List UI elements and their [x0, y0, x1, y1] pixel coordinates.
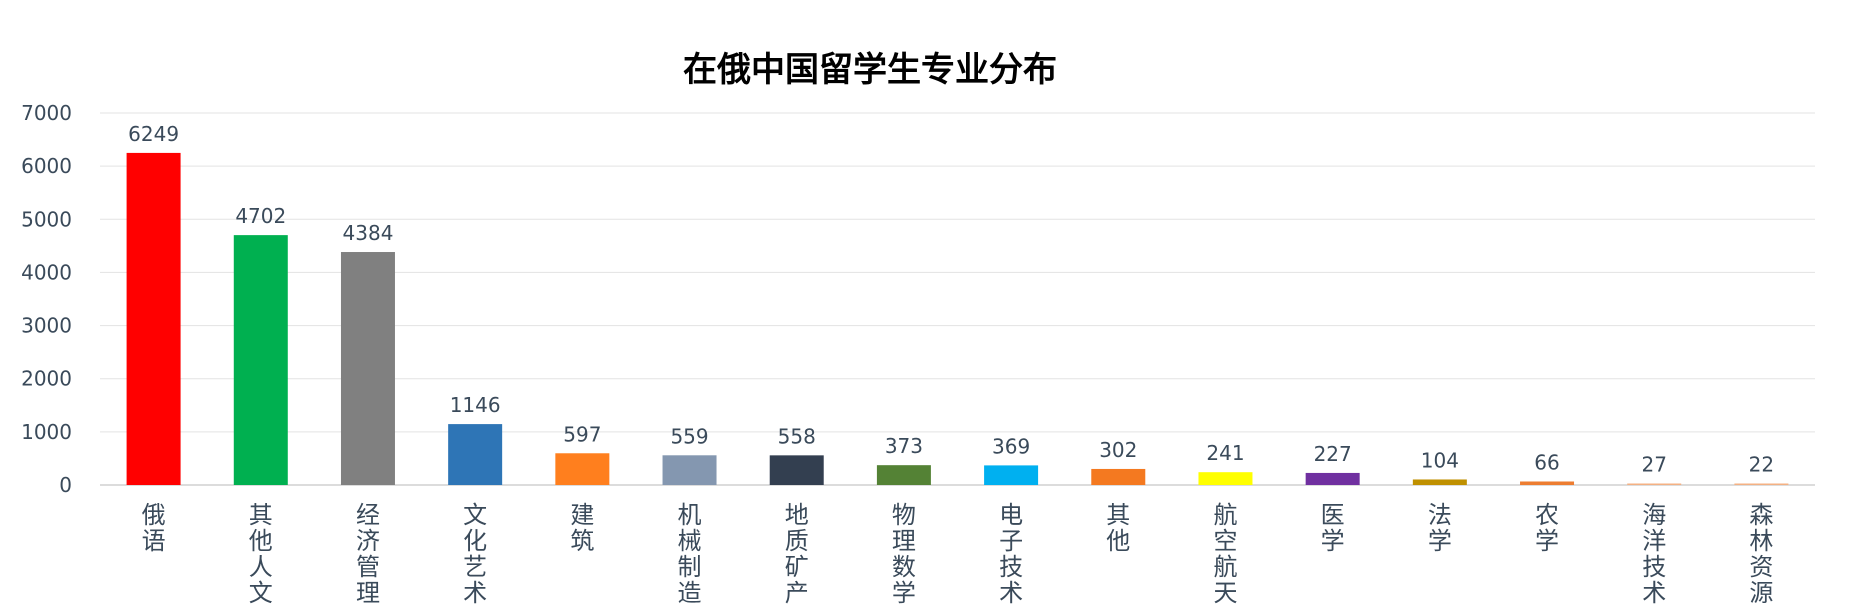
category-label: 经济管理	[356, 501, 380, 607]
data-label: 373	[885, 434, 923, 458]
bar	[984, 465, 1039, 485]
data-label: 558	[778, 424, 816, 448]
data-label: 559	[670, 424, 708, 448]
data-label: 27	[1641, 453, 1666, 477]
data-labels: 6249 4702 4384 1146 597 559 558 373 369 302 241 227…	[128, 122, 1774, 477]
data-label: 1146	[450, 393, 501, 417]
y-tick-label: 5000	[21, 207, 72, 231]
bar	[233, 235, 288, 485]
category-label: 海洋技术	[1642, 501, 1666, 607]
y-axis-ticks: 0 1000 2000 3000 4000 5000 6000 7000	[21, 101, 72, 497]
category-label: 其他	[1106, 501, 1130, 555]
category-label: 物理数学	[892, 501, 916, 607]
y-tick-label: 6000	[21, 154, 72, 178]
bar	[769, 455, 824, 485]
bar	[555, 453, 610, 485]
bar	[1091, 468, 1146, 485]
category-label: 森林资源	[1749, 501, 1773, 607]
bar	[662, 455, 717, 485]
data-label: 369	[992, 434, 1030, 458]
y-tick-label: 4000	[21, 260, 72, 284]
category-label: 法学	[1428, 501, 1452, 555]
bar	[1520, 481, 1575, 485]
category-label: 文化艺术	[463, 501, 487, 607]
data-label: 241	[1206, 441, 1244, 465]
y-tick-label: 7000	[21, 101, 72, 125]
category-label: 电子技术	[999, 501, 1023, 607]
data-label: 302	[1099, 438, 1137, 462]
category-label: 机械制造	[678, 501, 702, 607]
data-label: 4702	[235, 204, 286, 228]
bar	[340, 252, 395, 485]
bar	[876, 465, 931, 485]
bar	[126, 152, 181, 485]
y-tick-label: 2000	[21, 367, 72, 391]
bar	[1305, 472, 1360, 485]
category-label: 医学	[1321, 501, 1345, 555]
y-tick-label: 3000	[21, 314, 72, 338]
bar	[1412, 479, 1467, 485]
x-axis-categories: 俄语 其他人文 经济管理 文化艺术 建筑 机械制造 地质矿产 物理数学 电子技术 其他 航空航天 医学…	[142, 501, 1774, 607]
chart-title: 在俄中国留学生专业分布	[683, 50, 1057, 90]
y-tick-label: 1000	[21, 420, 72, 444]
data-label: 66	[1534, 450, 1559, 474]
data-label: 227	[1314, 442, 1352, 466]
data-label: 597	[563, 422, 601, 446]
bar	[1734, 483, 1789, 485]
data-label: 4384	[343, 221, 394, 245]
data-label: 6249	[128, 122, 179, 146]
bar	[1627, 483, 1682, 485]
category-label: 其他人文	[249, 501, 273, 607]
category-label: 建筑	[570, 501, 594, 555]
bars	[126, 152, 1789, 485]
category-label: 俄语	[142, 501, 166, 555]
category-label: 农学	[1535, 501, 1559, 555]
category-label: 航空航天	[1213, 501, 1237, 607]
y-tick-label: 0	[59, 473, 72, 497]
data-label: 104	[1421, 448, 1459, 472]
category-label: 地质矿产	[785, 501, 809, 607]
data-label: 22	[1749, 453, 1774, 477]
bar	[1198, 472, 1253, 485]
bar	[448, 424, 503, 485]
